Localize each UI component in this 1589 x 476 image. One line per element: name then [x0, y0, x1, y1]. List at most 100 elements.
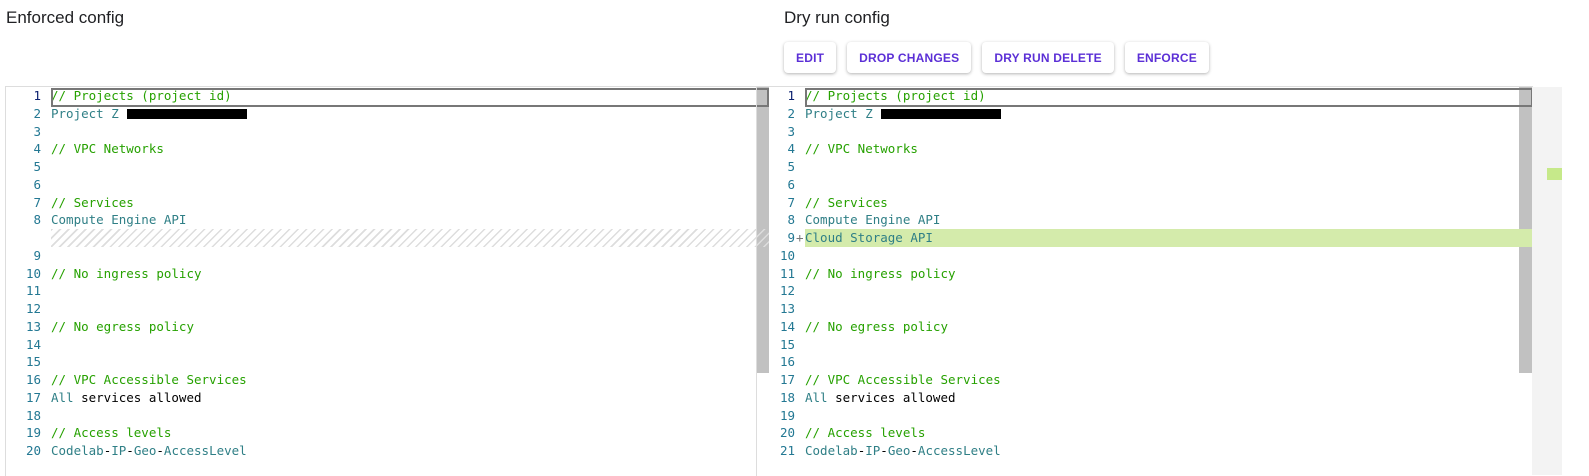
code-token: Geo: [133, 443, 157, 458]
dry-run-config-editor[interactable]: 1 // Projects (project id) 2 Project Z 3 4 // …: [756, 86, 1533, 476]
code-line[interactable]: 20 // Access levels: [760, 424, 1533, 442]
code-line[interactable]: 1 // Projects (project id): [760, 87, 1533, 107]
code-token: // No ingress policy: [805, 265, 956, 281]
line-number: 3: [33, 123, 41, 139]
line-content: + Cloud Storage API: [796, 229, 1533, 247]
line-number: 17: [25, 389, 41, 405]
code-line[interactable]: 21 Codelab-IP-Geo-AccessLevel: [760, 442, 1533, 460]
code-line[interactable]: 5: [760, 158, 1533, 176]
code-line[interactable]: 11: [6, 282, 769, 300]
code-token: Project Z: [805, 105, 873, 121]
code-token: -: [126, 443, 134, 458]
code-line[interactable]: 10: [760, 247, 1533, 265]
code-token: // Services: [51, 194, 134, 210]
code-line[interactable]: 12: [760, 282, 1533, 300]
code-line[interactable]: 7 // Services: [6, 194, 769, 212]
code-token: All: [51, 389, 74, 405]
line-content: All services allowed: [805, 389, 1533, 407]
code-line[interactable]: 2 Project Z: [6, 105, 769, 123]
line-number: 9: [33, 247, 41, 263]
line-number: 16: [25, 372, 41, 387]
code-line[interactable]: 11 // No ingress policy: [760, 265, 1533, 283]
line-number: 20: [25, 443, 41, 458]
code-line[interactable]: 17 // VPC Accessible Services: [760, 371, 1533, 389]
dry-run-config-title: Dry run config: [784, 8, 890, 27]
code-line[interactable]: 18: [6, 407, 769, 425]
code-line[interactable]: 1 // Projects (project id): [6, 87, 769, 107]
code-line[interactable]: 14 // No egress policy: [760, 318, 1533, 336]
code-line[interactable]: 13: [760, 300, 1533, 318]
code-line[interactable]: 8 Compute Engine API: [6, 211, 769, 229]
line-number: 15: [25, 354, 41, 370]
code-line[interactable]: 14: [6, 336, 769, 354]
drop-changes-button[interactable]: DROP CHANGES: [847, 42, 972, 73]
code-line[interactable]: 6: [760, 176, 1533, 194]
line-number: 19: [779, 407, 795, 423]
line-number: 3: [787, 123, 795, 139]
code-token: // Access levels: [51, 425, 172, 441]
line-content: Project Z: [805, 105, 1533, 123]
code-line[interactable]: 5: [6, 158, 769, 176]
line-number: 8: [787, 212, 795, 228]
code-line[interactable]: 17 All services allowed: [6, 389, 769, 407]
code-token: // Access levels: [805, 425, 926, 441]
line-content: // No ingress policy: [805, 265, 1533, 283]
code-line[interactable]: 15: [6, 353, 769, 371]
code-line[interactable]: 4 // VPC Networks: [760, 140, 1533, 158]
line-number: 16: [779, 354, 795, 370]
code-line[interactable]: 7 // Services: [760, 194, 1533, 212]
current-line-highlight: [51, 88, 769, 107]
line-number: 10: [25, 265, 41, 281]
code-token: // No ingress policy: [51, 265, 202, 281]
code-line[interactable]: 19 // Access levels: [6, 424, 769, 442]
line-content: // VPC Accessible Services: [805, 371, 1533, 389]
code-line[interactable]: 13 // No egress policy: [6, 318, 769, 336]
code-token: // VPC Accessible Services: [51, 372, 247, 387]
code-line[interactable]: 16: [760, 353, 1533, 371]
code-token: // Services: [805, 194, 888, 210]
code-line[interactable]: 9 + Cloud Storage API: [760, 229, 1533, 247]
code-line[interactable]: 19: [760, 407, 1533, 425]
code-line[interactable]: 15: [760, 336, 1533, 354]
code-line[interactable]: 6: [6, 176, 769, 194]
code-token: IP: [111, 443, 127, 458]
code-line[interactable]: 20 Codelab-IP-Geo-AccessLevel: [6, 442, 769, 460]
code-line[interactable]: 16 // VPC Accessible Services: [6, 371, 769, 389]
code-token: -: [880, 443, 888, 458]
line-number: 10: [779, 247, 795, 263]
enforce-button[interactable]: ENFORCE: [1124, 42, 1209, 73]
dry-run-delete-button[interactable]: DRY RUN DELETE: [982, 42, 1114, 73]
line-number: 13: [779, 301, 795, 316]
redacted-project-id: [880, 109, 1001, 120]
code-line[interactable]: 12: [6, 300, 769, 318]
code-token: AccessLevel: [917, 443, 1001, 458]
added-marker: +: [796, 230, 804, 245]
code-token: IP: [865, 443, 881, 458]
code-line[interactable]: 8 Compute Engine API: [760, 211, 1533, 229]
line-number: 5: [33, 159, 41, 174]
code-line[interactable]: 10 // No ingress policy: [6, 265, 769, 283]
code-token: Compute Engine API: [51, 212, 187, 228]
edit-button[interactable]: EDIT: [784, 42, 837, 73]
code-token: services allowed: [73, 389, 202, 405]
diff-placeholder-line[interactable]: [6, 229, 769, 247]
line-number: 4: [33, 141, 41, 157]
line-content: // No egress policy: [51, 318, 769, 336]
code-line[interactable]: 4 // VPC Networks: [6, 140, 769, 158]
diff-overview-ruler[interactable]: [1532, 87, 1562, 475]
code-line[interactable]: 2 Project Z: [760, 105, 1533, 123]
code-line[interactable]: 9: [6, 247, 769, 265]
line-number: 20: [779, 425, 795, 441]
enforced-config-title: Enforced config: [6, 8, 125, 27]
line-number: 9: [787, 230, 795, 245]
line-number: 6: [33, 176, 41, 192]
enforced-config-editor[interactable]: 1 // Projects (project id) 2 Project Z 3 4 // …: [5, 86, 769, 476]
code-token: // Projects (project id): [51, 88, 232, 103]
dry-run-toolbar: EDIT DROP CHANGES DRY RUN DELETE ENFORCE: [784, 42, 1209, 73]
line-number: 15: [779, 336, 795, 352]
code-line[interactable]: 3: [6, 123, 769, 141]
line-content: // Access levels: [805, 424, 1533, 442]
code-line[interactable]: 3: [760, 123, 1533, 141]
line-number: 1: [787, 88, 795, 103]
code-line[interactable]: 18 All services allowed: [760, 389, 1533, 407]
